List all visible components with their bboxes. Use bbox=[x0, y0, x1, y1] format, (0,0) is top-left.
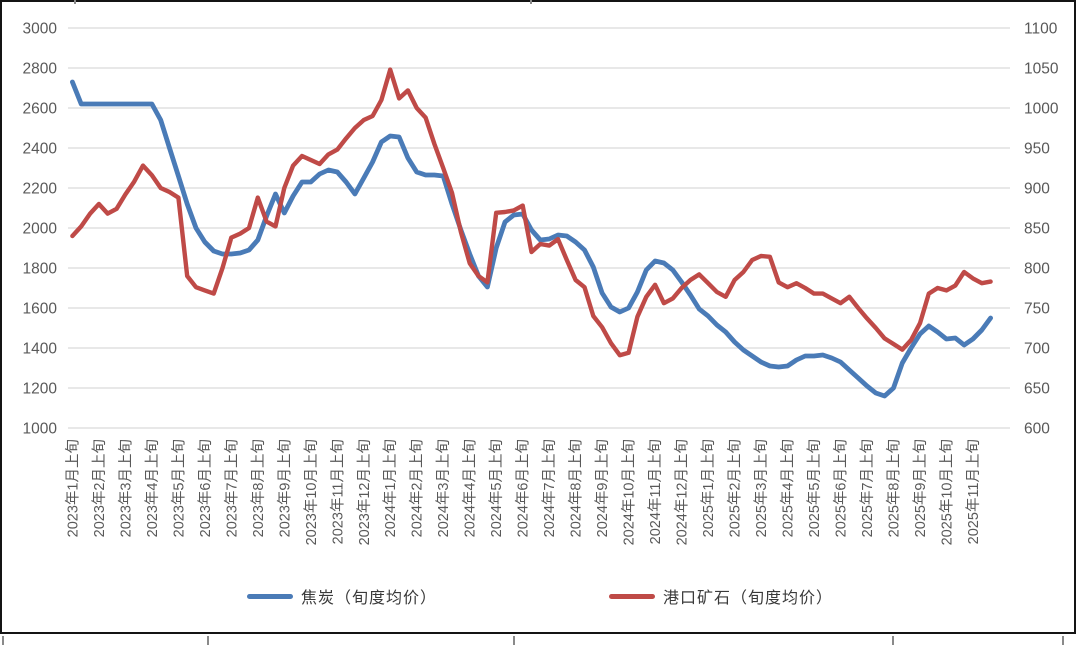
chart-legend: 焦炭（旬度均价） 港口矿石（旬度均价） bbox=[0, 584, 1080, 608]
right-axis-tick-label: 1050 bbox=[1024, 61, 1059, 78]
chart-outer-border bbox=[0, 0, 1076, 634]
right-axis-tick-label: 700 bbox=[1024, 341, 1050, 358]
edge-tick bbox=[74, 0, 76, 4]
coke-series-line bbox=[70, 79, 993, 399]
edge-tick bbox=[207, 636, 209, 645]
x-axis-tick-label: 2025年1月上旬 bbox=[700, 439, 717, 537]
x-axis-tick-label: 2024年6月上旬 bbox=[515, 439, 532, 537]
legend-item-iron-ore: 港口矿石（旬度均价） bbox=[609, 584, 833, 608]
iron-ore-line-swatch bbox=[609, 593, 655, 599]
coke-legend-label: 焦炭（旬度均价） bbox=[300, 590, 437, 607]
right-axis-tick-label: 1000 bbox=[1024, 101, 1059, 118]
x-axis-tick-label: 2024年11月上旬 bbox=[647, 439, 664, 544]
right-axis-tick-label: 950 bbox=[1024, 141, 1050, 158]
x-axis-tick-label: 2024年1月上旬 bbox=[382, 439, 399, 537]
x-axis-tick-label: 2023年4月上旬 bbox=[144, 439, 161, 537]
x-axis-tick-label: 2024年8月上旬 bbox=[568, 439, 585, 537]
edge-tick bbox=[530, 0, 532, 4]
x-axis-tick-label: 2023年7月上旬 bbox=[223, 439, 240, 537]
x-axis-tick-label: 2023年5月上旬 bbox=[170, 439, 187, 537]
x-axis-tick-label: 2023年10月上旬 bbox=[303, 439, 320, 545]
right-axis-tick-label: 650 bbox=[1024, 381, 1050, 398]
x-axis-tick-label: 2023年9月上旬 bbox=[276, 439, 293, 537]
left-axis-tick-label: 2000 bbox=[23, 221, 58, 238]
x-axis-tick-label: 2023年11月上旬 bbox=[329, 439, 346, 544]
x-axis-tick-label: 2024年12月上旬 bbox=[674, 439, 691, 545]
x-axis-tick-label: 2025年3月上旬 bbox=[753, 439, 770, 537]
right-axis-tick-label: 1100 bbox=[1024, 21, 1058, 38]
x-axis-tick-label: 2024年7月上旬 bbox=[541, 439, 558, 537]
x-axis-tick-label: 2024年5月上旬 bbox=[488, 439, 505, 537]
iron-ore-legend-label: 港口矿石（旬度均价） bbox=[663, 590, 834, 607]
edge-tick bbox=[892, 636, 894, 645]
right-axis-tick-label: 900 bbox=[1024, 181, 1050, 198]
left-axis-tick-label: 2400 bbox=[23, 141, 58, 158]
x-axis-tick-label: 2025年7月上旬 bbox=[859, 439, 876, 537]
left-axis-tick-label: 2200 bbox=[23, 181, 58, 198]
x-axis-tick-label: 2025年5月上旬 bbox=[806, 439, 823, 537]
x-axis-tick-label: 2023年8月上旬 bbox=[250, 439, 267, 537]
x-axis-tick-label: 2024年3月上旬 bbox=[435, 439, 452, 537]
x-axis-tick-label: 2023年2月上旬 bbox=[91, 439, 108, 537]
right-axis-tick-label: 800 bbox=[1024, 261, 1050, 278]
x-axis-tick-label: 2025年6月上旬 bbox=[833, 439, 850, 537]
x-axis-tick-label: 2025年8月上旬 bbox=[885, 439, 902, 537]
x-axis-tick-label: 2024年4月上旬 bbox=[462, 439, 479, 537]
left-axis-tick-label: 1000 bbox=[23, 421, 58, 438]
x-axis-tick-label: 2023年12月上旬 bbox=[356, 439, 373, 545]
x-axis-tick-label: 2025年10月上旬 bbox=[938, 439, 955, 545]
x-axis-tick-label: 2025年9月上旬 bbox=[912, 439, 929, 537]
left-axis-tick-label: 1800 bbox=[23, 261, 58, 278]
edge-tick bbox=[1062, 636, 1064, 645]
x-axis-tick-label: 2025年2月上旬 bbox=[727, 439, 744, 537]
iron-ore-series-line bbox=[70, 67, 993, 358]
right-axis-tick-label: 600 bbox=[1024, 421, 1050, 438]
legend-item-coke: 焦炭（旬度均价） bbox=[246, 584, 437, 608]
right-axis-tick-label: 850 bbox=[1024, 221, 1050, 238]
left-axis-tick-label: 1200 bbox=[23, 381, 58, 398]
x-axis-tick-label: 2025年4月上旬 bbox=[780, 439, 797, 537]
left-axis-tick-label: 2800 bbox=[23, 61, 58, 78]
edge-tick bbox=[513, 636, 515, 645]
left-axis-tick-label: 3000 bbox=[23, 21, 58, 38]
left-axis-tick-label: 2600 bbox=[23, 101, 58, 118]
left-axis-tick-label: 1600 bbox=[23, 301, 58, 318]
coke-line-swatch bbox=[246, 593, 293, 599]
x-axis-tick-label: 2023年6月上旬 bbox=[197, 439, 214, 537]
x-axis-tick-label: 2023年1月上旬 bbox=[64, 439, 81, 537]
x-axis-tick-label: 2025年11月上旬 bbox=[965, 439, 982, 544]
x-axis-tick-label: 2024年2月上旬 bbox=[409, 439, 426, 537]
x-axis-tick-label: 2023年3月上旬 bbox=[117, 439, 134, 537]
edge-tick bbox=[2, 636, 4, 645]
x-axis-tick-label: 2024年10月上旬 bbox=[621, 439, 638, 545]
x-axis-tick-label: 2024年9月上旬 bbox=[594, 439, 611, 537]
left-axis-tick-label: 1400 bbox=[23, 341, 58, 358]
right-axis-tick-label: 750 bbox=[1024, 301, 1050, 318]
